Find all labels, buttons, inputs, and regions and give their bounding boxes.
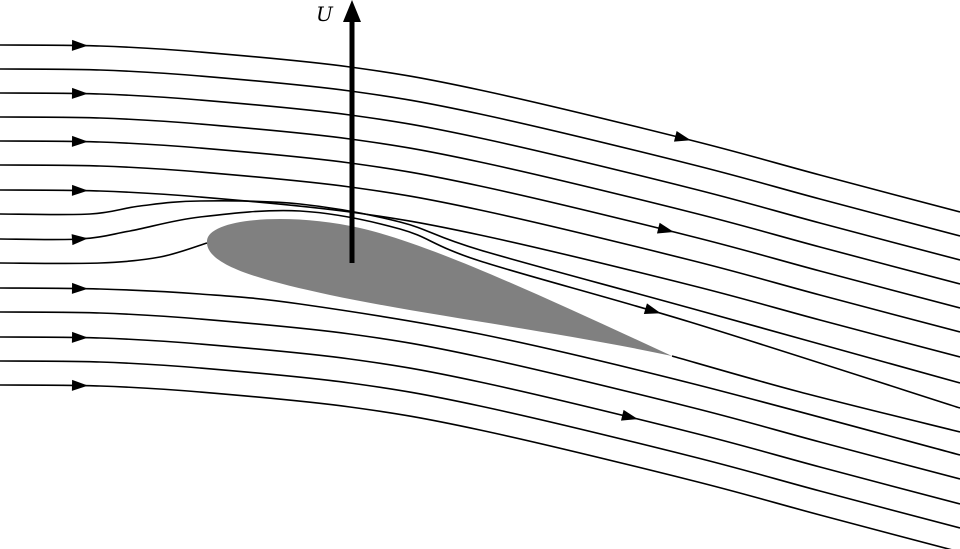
flow-arrow-icon — [71, 234, 88, 246]
flow-arrow-icon — [71, 87, 88, 99]
streamline — [0, 44, 960, 213]
velocity-arrow-head — [343, 0, 361, 22]
flow-arrow-icon — [673, 130, 691, 142]
flow-arrow-icon — [620, 409, 638, 421]
flow-arrow-icon — [71, 39, 88, 51]
streamline — [0, 140, 960, 309]
flow-arrow-icon — [71, 379, 88, 391]
flow-direction-arrows — [71, 39, 691, 421]
streamline — [0, 287, 960, 456]
streamline — [0, 242, 208, 265]
streamlines — [0, 44, 960, 549]
velocity-arrow — [343, 0, 361, 263]
streamline — [0, 360, 960, 529]
streamline — [0, 116, 960, 285]
streamline — [0, 68, 960, 237]
streamline — [0, 200, 960, 384]
streamline — [0, 311, 960, 480]
streamline — [0, 164, 960, 333]
streamline — [0, 384, 952, 549]
streamline — [0, 189, 960, 358]
streamline — [0, 209, 960, 409]
flow-arrow-icon — [656, 222, 674, 234]
streamline — [0, 92, 960, 261]
flow-arrow-icon — [71, 184, 88, 196]
flow-arrow-icon — [71, 135, 88, 147]
flow-arrow-icon — [71, 282, 88, 294]
flow-arrow-icon — [643, 303, 661, 314]
velocity-label: U — [316, 2, 333, 26]
streamline — [0, 336, 960, 505]
flow-arrow-icon — [71, 331, 88, 343]
streamline — [671, 355, 960, 433]
airfoil — [206, 219, 672, 356]
